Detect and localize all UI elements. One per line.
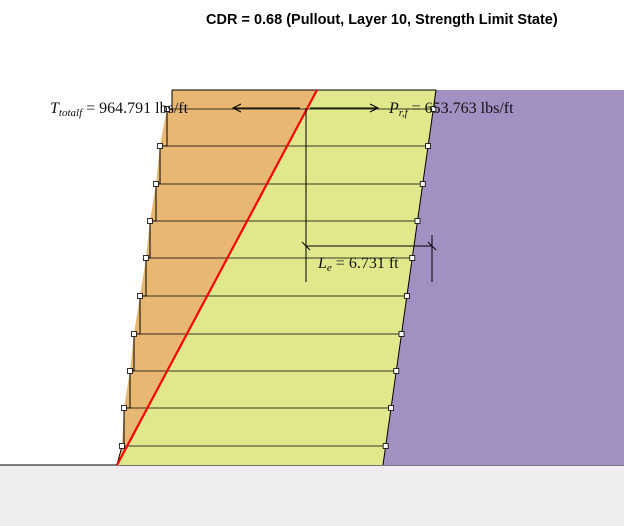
layer-node-7-left xyxy=(131,331,137,337)
reinforced-zone-boundary xyxy=(382,89,437,466)
failure-line xyxy=(116,89,318,466)
p-rf-arrow xyxy=(310,103,380,113)
layer-node-8-right xyxy=(393,368,400,374)
layer-node-10-right xyxy=(382,443,389,449)
layer-node-1-left xyxy=(164,106,170,112)
layer-node-3-right xyxy=(419,181,426,187)
layer-node-1-right xyxy=(430,106,437,112)
t-total-arrow xyxy=(231,103,300,113)
ground-area xyxy=(0,465,624,526)
retained-soil-zone xyxy=(383,90,624,465)
layer-node-10-left xyxy=(119,443,125,449)
layer-node-4-right xyxy=(414,218,421,224)
layer-node-6-left xyxy=(137,293,143,299)
layer-node-9-left xyxy=(121,405,127,411)
diagram-title: CDR = 0.68 (Pullout, Layer 10, Strength … xyxy=(206,12,558,28)
layer-node-4-left xyxy=(147,218,153,224)
layer-node-8-left xyxy=(127,368,133,374)
layer-node-3-left xyxy=(153,181,159,187)
layer-node-9-right xyxy=(388,405,394,411)
layer-node-7-right xyxy=(398,331,405,337)
t-total-label: Ttotalf = 964.791 lbs/ft xyxy=(50,100,189,119)
layer-node-6-right xyxy=(403,293,410,299)
layer-node-2-right xyxy=(425,143,431,149)
p-rf-label: Pr,f = 653.763 lbs/ft xyxy=(388,100,514,119)
le-dimension xyxy=(301,108,437,282)
layer-node-5-right xyxy=(409,255,416,261)
layer-node-2-left xyxy=(157,143,163,149)
le-label: Le = 6.731 ft xyxy=(317,255,399,274)
layer-node-5-left xyxy=(143,255,149,261)
reinforcement-layers xyxy=(119,106,437,449)
